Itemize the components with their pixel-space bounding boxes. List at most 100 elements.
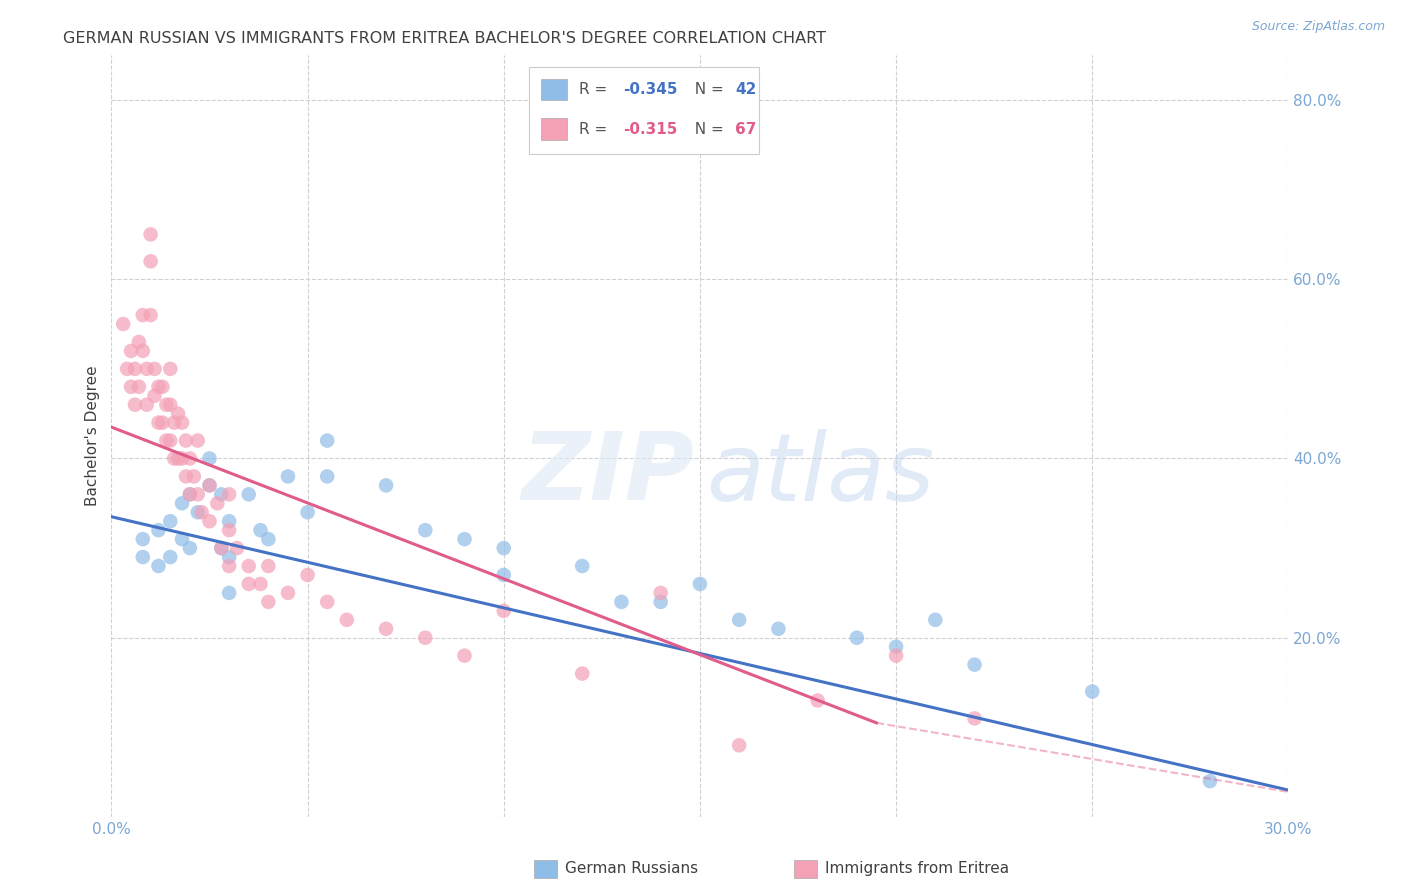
Point bbox=[218, 514, 240, 528]
Point bbox=[159, 398, 181, 412]
Point bbox=[198, 478, 221, 492]
Point bbox=[143, 389, 166, 403]
Point bbox=[167, 451, 190, 466]
Point bbox=[139, 227, 162, 242]
Point bbox=[209, 487, 232, 501]
Point bbox=[845, 631, 868, 645]
Point bbox=[187, 487, 209, 501]
Text: German Russians: German Russians bbox=[565, 862, 699, 876]
Point bbox=[159, 434, 181, 448]
Point bbox=[238, 577, 260, 591]
Point bbox=[115, 362, 138, 376]
Point bbox=[187, 434, 209, 448]
Point bbox=[148, 559, 170, 574]
Text: R =: R = bbox=[579, 82, 612, 97]
Text: N =: N = bbox=[685, 82, 728, 97]
Text: GERMAN RUSSIAN VS IMMIGRANTS FROM ERITREA BACHELOR'S DEGREE CORRELATION CHART: GERMAN RUSSIAN VS IMMIGRANTS FROM ERITRE… bbox=[63, 31, 827, 46]
Point bbox=[571, 666, 593, 681]
Point bbox=[336, 613, 359, 627]
Point bbox=[170, 416, 193, 430]
Point bbox=[249, 523, 271, 537]
Point bbox=[152, 380, 174, 394]
Point bbox=[316, 434, 339, 448]
Point bbox=[120, 380, 142, 394]
Point bbox=[209, 541, 232, 555]
Point bbox=[120, 343, 142, 358]
Point bbox=[277, 469, 299, 483]
Text: 42: 42 bbox=[735, 82, 756, 97]
Point bbox=[226, 541, 249, 555]
Point bbox=[768, 622, 790, 636]
Point bbox=[650, 586, 672, 600]
Point bbox=[163, 451, 186, 466]
Text: atlas: atlas bbox=[706, 429, 934, 520]
Point bbox=[179, 487, 201, 501]
Point bbox=[209, 541, 232, 555]
Point bbox=[257, 559, 280, 574]
Point bbox=[492, 604, 515, 618]
Point bbox=[179, 487, 201, 501]
Point bbox=[610, 595, 633, 609]
Text: -0.345: -0.345 bbox=[623, 82, 678, 97]
Point bbox=[689, 577, 711, 591]
Point bbox=[297, 505, 319, 519]
Point bbox=[238, 487, 260, 501]
Point bbox=[238, 559, 260, 574]
Point bbox=[124, 362, 146, 376]
Y-axis label: Bachelor's Degree: Bachelor's Degree bbox=[86, 366, 100, 507]
Point bbox=[492, 541, 515, 555]
Point bbox=[174, 434, 197, 448]
Point bbox=[257, 595, 280, 609]
Point bbox=[135, 398, 157, 412]
Point bbox=[174, 469, 197, 483]
Point bbox=[316, 469, 339, 483]
Point bbox=[1081, 684, 1104, 698]
Bar bbox=[541, 119, 567, 140]
Point bbox=[1199, 774, 1222, 789]
Point bbox=[884, 640, 907, 654]
Point bbox=[139, 308, 162, 322]
Point bbox=[183, 469, 205, 483]
Point bbox=[571, 559, 593, 574]
Text: Source: ZipAtlas.com: Source: ZipAtlas.com bbox=[1251, 20, 1385, 33]
Point bbox=[963, 711, 986, 725]
Point bbox=[190, 505, 212, 519]
Point bbox=[139, 254, 162, 268]
Point bbox=[218, 550, 240, 565]
Text: Immigrants from Eritrea: Immigrants from Eritrea bbox=[825, 862, 1010, 876]
Point bbox=[963, 657, 986, 672]
Point bbox=[413, 523, 436, 537]
Point bbox=[152, 416, 174, 430]
Point bbox=[207, 496, 229, 510]
Point bbox=[728, 739, 751, 753]
Point bbox=[187, 505, 209, 519]
Text: ZIP: ZIP bbox=[522, 428, 695, 520]
Point bbox=[170, 532, 193, 546]
Point bbox=[884, 648, 907, 663]
Point bbox=[155, 398, 177, 412]
Point bbox=[807, 693, 830, 707]
Point bbox=[198, 514, 221, 528]
FancyBboxPatch shape bbox=[529, 67, 759, 154]
Point bbox=[453, 532, 475, 546]
Point bbox=[413, 631, 436, 645]
Point bbox=[650, 595, 672, 609]
Point bbox=[132, 308, 155, 322]
Point bbox=[163, 416, 186, 430]
Point bbox=[218, 523, 240, 537]
Point bbox=[277, 586, 299, 600]
Point bbox=[112, 317, 135, 331]
Point bbox=[198, 451, 221, 466]
Text: -0.315: -0.315 bbox=[623, 121, 678, 136]
Point bbox=[218, 559, 240, 574]
Point bbox=[148, 380, 170, 394]
Point bbox=[132, 343, 155, 358]
Point bbox=[132, 550, 155, 565]
Point bbox=[257, 532, 280, 546]
Bar bbox=[541, 78, 567, 100]
Point bbox=[148, 416, 170, 430]
Point bbox=[167, 407, 190, 421]
Point bbox=[728, 613, 751, 627]
Point bbox=[179, 541, 201, 555]
Point bbox=[143, 362, 166, 376]
